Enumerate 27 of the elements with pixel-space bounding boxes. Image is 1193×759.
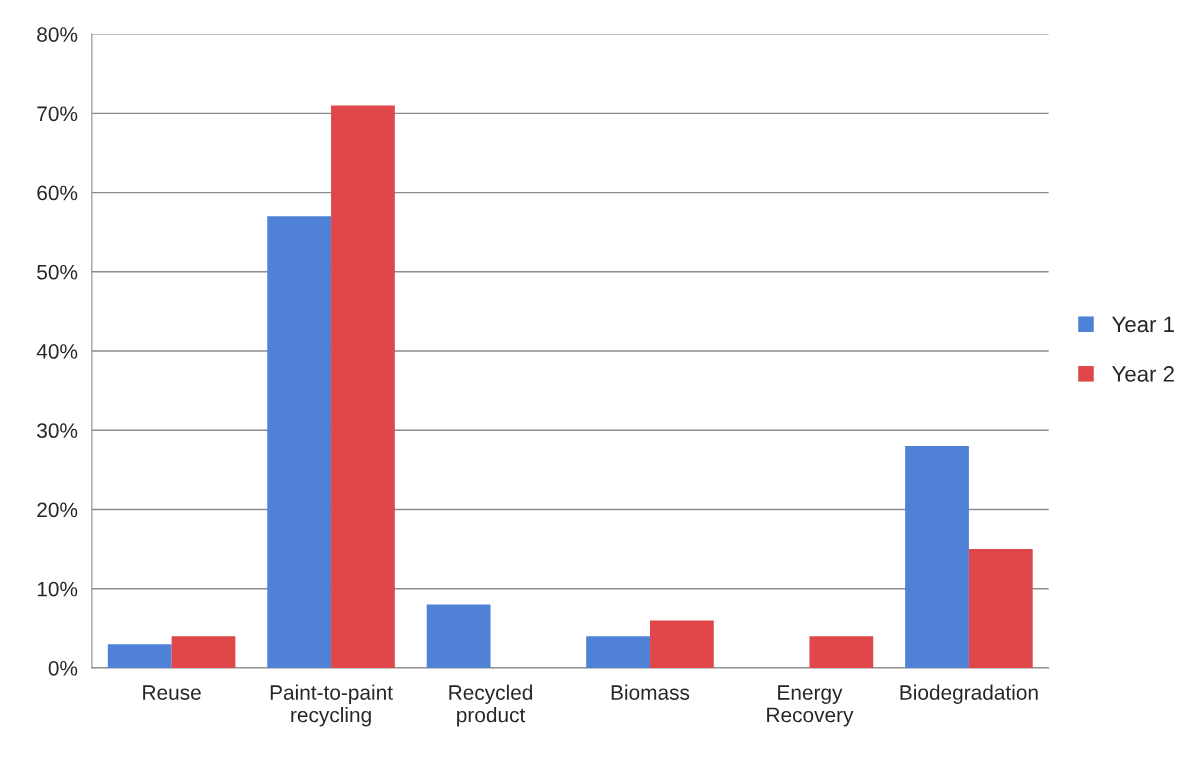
y-tick-label: 30% (37, 423, 78, 439)
y-tick-label: 50% (37, 264, 78, 280)
y-tick-label: 60% (37, 185, 78, 201)
bar (267, 216, 332, 668)
y-tick-label: 20% (37, 502, 78, 518)
x-tick-label: Biomass (611, 684, 690, 700)
y-tick-label: 70% (37, 106, 78, 122)
bar (968, 549, 1033, 668)
y-tick-label: 10% (37, 581, 78, 597)
legend-label: Year 2 (1112, 366, 1174, 382)
legend-label: Year 1 (1112, 316, 1174, 333)
x-tick-label: Biodegradation (900, 684, 1038, 705)
bar (649, 620, 714, 668)
x-tick-label: Paint-to-paint recycling (270, 684, 393, 727)
x-tick-label: Recycled product (449, 684, 533, 727)
bar (809, 636, 874, 668)
bar (586, 636, 650, 668)
y-tick-label: 80% (37, 27, 78, 42)
bar (171, 636, 236, 668)
y-tick-label: 40% (36, 344, 78, 359)
y-tick-label: 0% (48, 660, 78, 676)
bar (331, 105, 395, 668)
bar (905, 446, 969, 668)
x-tick-label: Energy Recovery (767, 685, 854, 727)
bar (107, 644, 172, 668)
x-tick-label: Reuse (143, 685, 201, 700)
bar (426, 604, 491, 668)
